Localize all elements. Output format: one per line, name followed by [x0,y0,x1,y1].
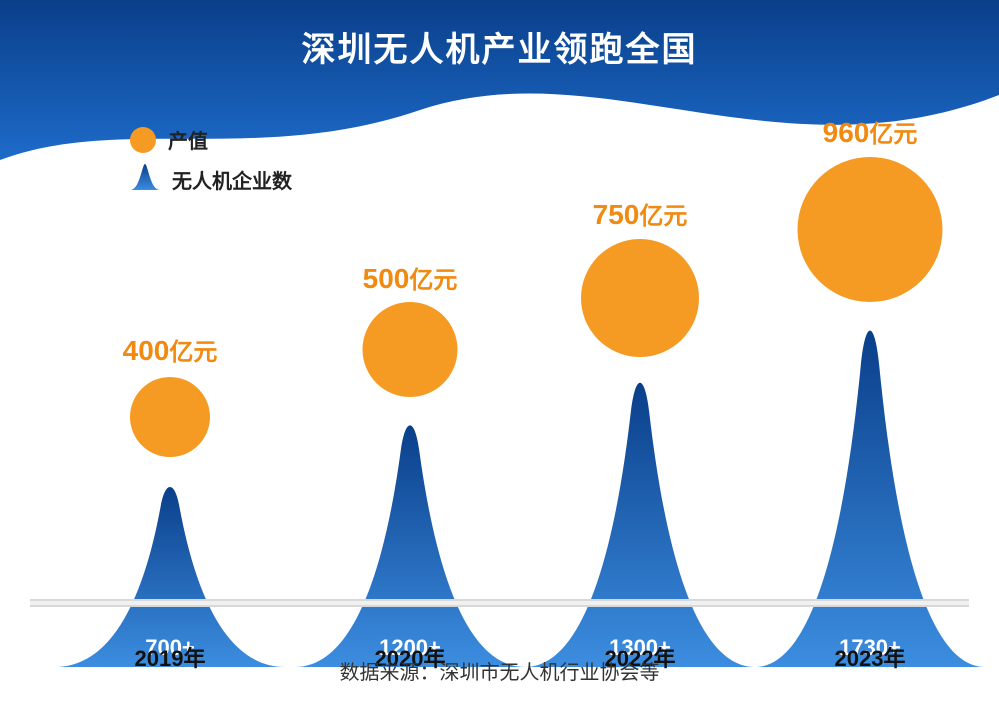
output-circle [363,302,458,397]
chart-column: 1200+500亿元 [295,147,525,667]
output-value-label: 400亿元 [123,332,218,367]
peak-shape [525,367,755,667]
chart-title: 深圳无人机产业领跑全国 [0,22,999,71]
chart-peaks: 700+400亿元1200+500亿元1300+750亿元1730+960亿元 [0,147,999,667]
chart-baseline [30,599,969,607]
chart-column: 1730+960亿元 [755,147,985,667]
peak-shape [295,412,525,667]
output-value-label: 960亿元 [823,114,918,149]
output-value-label: 500亿元 [363,260,458,295]
data-source: 数据来源：深圳市无人机行业协会等 [0,656,999,685]
infographic-container: 深圳无人机产业领跑全国 产值 无人机企业数 70 [0,0,999,705]
output-circle [130,377,210,457]
chart-column: 1300+750亿元 [525,147,755,667]
output-circle [581,239,699,357]
output-circle [798,157,943,302]
chart-column: 700+400亿元 [55,147,285,667]
peak-shape [755,312,985,667]
output-value-label: 750亿元 [593,196,688,231]
